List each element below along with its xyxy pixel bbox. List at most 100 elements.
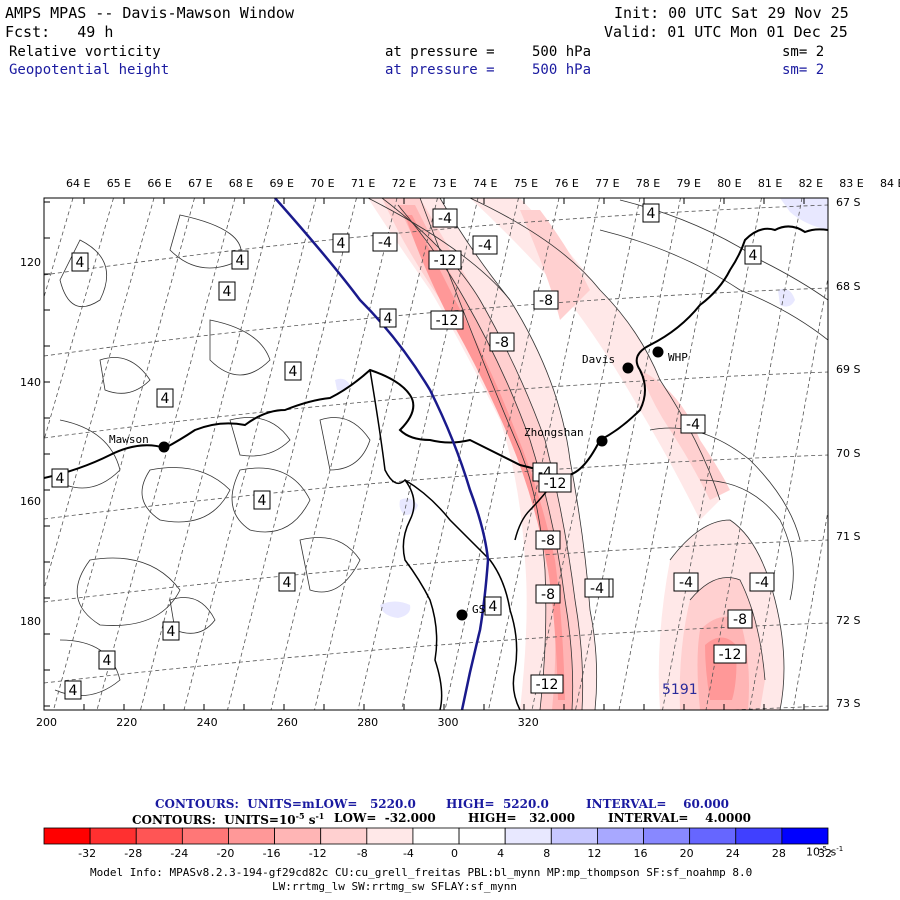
svg-text:4: 4 xyxy=(647,206,656,222)
contour-label: -4 xyxy=(472,235,498,255)
colorbar-tick-label: -4 xyxy=(402,847,414,860)
x-tick-label: 280 xyxy=(357,716,379,729)
station-label: Zhongshan xyxy=(524,426,584,439)
longitude-label: 79 E xyxy=(676,177,701,190)
latitude-label: 69 S xyxy=(836,363,861,376)
svg-text:-4: -4 xyxy=(378,235,392,251)
contour-label: -12 xyxy=(538,473,572,493)
svg-text:-4: -4 xyxy=(478,238,492,254)
station-label: WHP xyxy=(668,351,688,364)
contour-label: 4 xyxy=(162,621,180,641)
colorbar-unit-base: 10 xyxy=(806,845,820,859)
colorbar-tick-label: -20 xyxy=(216,847,235,860)
longitude-label: 82 E xyxy=(798,177,824,190)
colorbar-unit-s-exp: -1 xyxy=(836,845,844,853)
field2-name: Geopotential height xyxy=(9,62,170,78)
longitude-label: 72 E xyxy=(391,177,417,190)
longitude-label: 73 E xyxy=(432,177,457,190)
coastline xyxy=(44,225,828,479)
contour-label: 4 xyxy=(218,281,236,301)
colorbar-tick-label: -28 xyxy=(124,847,143,860)
field2-pressure-value: 500 hPa xyxy=(532,62,592,78)
svg-text:-8: -8 xyxy=(539,293,553,309)
longitude-label: 83 E xyxy=(839,177,864,190)
svg-text:4: 4 xyxy=(76,255,85,271)
longitude-label: 74 E xyxy=(473,177,498,190)
station-label: Davis xyxy=(582,353,615,366)
vort-units-s: s xyxy=(304,813,316,827)
contour-label: 4 xyxy=(253,490,271,510)
init-time: Init: 00 UTC Sat 29 Nov 25 xyxy=(614,4,849,22)
x-tick-label: 240 xyxy=(196,716,218,729)
colorbar-tick-label: -12 xyxy=(308,847,327,860)
vort-contours-units: CONTOURS: UNITS=10-5 s-1 xyxy=(132,811,324,827)
contour-label: 4 xyxy=(278,572,296,592)
latitude-label: 70 S xyxy=(836,446,861,460)
contour-label: -4 xyxy=(680,414,706,434)
contour-label: -12 xyxy=(428,250,462,270)
svg-text:4: 4 xyxy=(384,311,393,327)
contour-label: 4 xyxy=(284,361,302,381)
longitude-label: 71 E xyxy=(350,177,376,190)
station-marker xyxy=(456,609,468,621)
height-contours-high: HIGH= 5220.0 xyxy=(446,797,549,811)
model-info-line1: Model Info: MPASv8.2.3-194-gf29cd82c CU:… xyxy=(90,866,753,879)
svg-text:-8: -8 xyxy=(495,335,509,351)
height-contours-units: CONTOURS: UNITS=m xyxy=(155,797,315,811)
svg-text:-4: -4 xyxy=(686,417,700,433)
svg-text:4: 4 xyxy=(167,624,176,640)
contour-label: 4 xyxy=(332,233,350,253)
contour-label: -8 xyxy=(535,530,561,550)
svg-text:4: 4 xyxy=(749,248,758,264)
colorbar-unit-exp: -5 xyxy=(820,845,827,853)
station-label: GS xyxy=(472,603,485,616)
svg-text:4: 4 xyxy=(337,236,346,252)
station-whp: WHP xyxy=(652,346,688,364)
svg-text:-12: -12 xyxy=(536,677,559,693)
y-tick-label: 160 xyxy=(20,495,41,508)
x-tick-label: 260 xyxy=(276,716,298,729)
vort-contours-low: LOW= -32.000 xyxy=(334,811,436,825)
svg-text:4: 4 xyxy=(289,364,298,380)
contour-label: 4 xyxy=(744,245,762,265)
svg-text:4: 4 xyxy=(223,284,232,300)
station-mawson: Mawson xyxy=(109,433,170,453)
svg-text:-4: -4 xyxy=(755,575,769,591)
station-davis: Davis xyxy=(582,353,634,374)
contour-label: -4 xyxy=(584,578,610,598)
longitude-label: 77 E xyxy=(595,177,620,190)
colorbar-tick-label: 16 xyxy=(633,847,648,860)
colorbar-tick-label: -32 xyxy=(78,847,97,860)
station-marker xyxy=(652,346,664,358)
contour-label: 4 xyxy=(231,250,249,270)
station-marker xyxy=(596,435,608,447)
svg-text:4: 4 xyxy=(103,653,112,669)
y-tick-label: 120 xyxy=(20,256,41,269)
svg-text:-12: -12 xyxy=(719,647,742,663)
longitude-label: 64 E xyxy=(66,177,91,190)
axis-ticks xyxy=(43,198,805,710)
longitude-label: 78 E xyxy=(635,177,661,190)
longitude-label: 80 E xyxy=(717,177,742,190)
svg-text:4: 4 xyxy=(69,683,78,699)
svg-text:-12: -12 xyxy=(436,313,459,329)
svg-text:4: 4 xyxy=(258,493,267,509)
contour-label: 4 xyxy=(642,203,660,223)
longitude-label: 76 E xyxy=(554,177,579,190)
height-contours-interval: INTERVAL= 60.000 xyxy=(586,797,730,811)
field1-name: Relative vorticity xyxy=(9,44,161,60)
station-gs: GS xyxy=(456,603,485,621)
contour-label-group: 44444444444444444-4-4-4-4-4-4-4-4-12-12-… xyxy=(51,203,775,700)
station-zhongshan: Zhongshan xyxy=(524,426,608,447)
svg-text:4: 4 xyxy=(161,391,170,407)
contour-label: -8 xyxy=(533,290,559,310)
latitude-label: 71 S xyxy=(836,530,861,543)
forecast-hour: Fcst: 49 h xyxy=(5,23,114,41)
colorbar-unit: 10-5 s-1 xyxy=(806,845,843,859)
colorbar-tick-label: 32 xyxy=(818,847,832,860)
contour-label: 4 xyxy=(484,596,502,616)
vort-contours-interval: INTERVAL= 4.0000 xyxy=(608,811,752,825)
colorbar-tick-label: -24 xyxy=(170,847,189,860)
vort-units-s-exp: -1 xyxy=(315,811,325,821)
